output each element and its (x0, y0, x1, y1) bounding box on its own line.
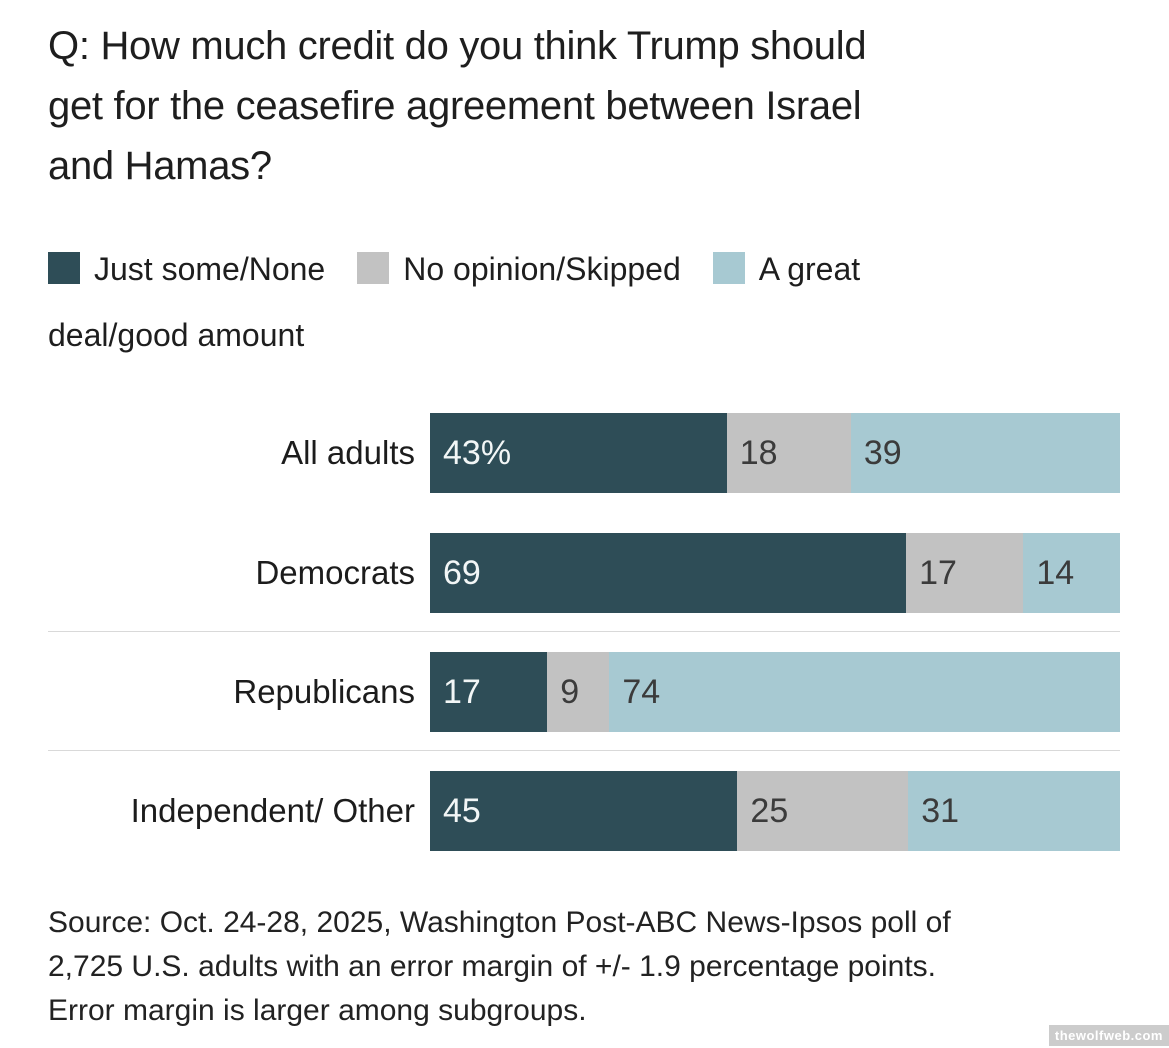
bar-row-independent-other: Independent/ Other 45 25 31 (48, 771, 1120, 851)
bar-segment-no-opinion: 17 (906, 533, 1024, 613)
stacked-bar: 17 9 74 (430, 652, 1120, 732)
row-divider (48, 631, 1120, 632)
legend-label-no-opinion: No opinion/Skipped (403, 251, 681, 287)
bar-segment-no-opinion: 25 (737, 771, 909, 851)
segment-value: 43% (443, 433, 512, 472)
bar-row-all-adults: All adults 43% 18 39 (48, 413, 1120, 493)
segment-value: 18 (739, 433, 778, 472)
stacked-bar: 43% 18 39 (430, 413, 1120, 493)
bar-row-democrats: Democrats 69 17 14 (48, 533, 1120, 613)
segment-value: 31 (921, 791, 960, 830)
bar-segment-just-some-none: 43% (430, 413, 727, 493)
bar-segment-great-deal: 39 (850, 413, 1120, 493)
legend-swatch-just-some-none (48, 252, 80, 284)
segment-value: 39 (863, 433, 902, 472)
bar-segment-great-deal: 74 (609, 652, 1120, 732)
bar-segment-no-opinion: 18 (726, 413, 851, 493)
source-note: Source: Oct. 24-28, 2025, Washington Pos… (48, 906, 951, 1027)
bar-segment-no-opinion: 9 (547, 652, 610, 732)
watermark: thewolfweb.com (1048, 1025, 1169, 1046)
row-label: All adults (281, 434, 415, 471)
segment-value: 25 (750, 791, 789, 830)
row-divider (48, 750, 1120, 751)
stacked-bar-chart: All adults 43% 18 39 Democrats 69 17 14 … (48, 413, 1120, 851)
row-label: Independent/ Other (130, 792, 415, 829)
bar-segment-just-some-none: 69 (430, 533, 907, 613)
bar-row-republicans: Republicans 17 9 74 (48, 652, 1120, 732)
bar-segment-great-deal: 14 (1023, 533, 1120, 613)
segment-value: 74 (622, 672, 661, 711)
row-label: Democrats (255, 554, 415, 591)
segment-value: 45 (443, 791, 481, 830)
segment-value: 14 (1036, 553, 1075, 592)
legend-label-just-some-none: Just some/None (94, 251, 326, 287)
row-label: Republicans (233, 673, 415, 710)
segment-value: 69 (443, 553, 481, 592)
legend-swatch-great-deal (712, 252, 745, 284)
bar-segment-just-some-none: 17 (430, 652, 548, 732)
chart-title: Q: How much credit do you think Trump sh… (48, 24, 867, 188)
bar-segment-great-deal: 31 (908, 771, 1120, 851)
chart-legend: Just some/None No opinion/Skipped A great … (48, 236, 1120, 368)
segment-value: 9 (560, 672, 580, 711)
stacked-bar: 69 17 14 (430, 533, 1120, 613)
stacked-bar: 45 25 31 (430, 771, 1120, 851)
legend-label-great-deal: A great deal/good amount (48, 251, 861, 353)
segment-value: 17 (443, 672, 481, 711)
bar-segment-just-some-none: 45 (430, 771, 738, 851)
legend-swatch-no-opinion (357, 252, 390, 284)
segment-value: 17 (919, 553, 957, 592)
